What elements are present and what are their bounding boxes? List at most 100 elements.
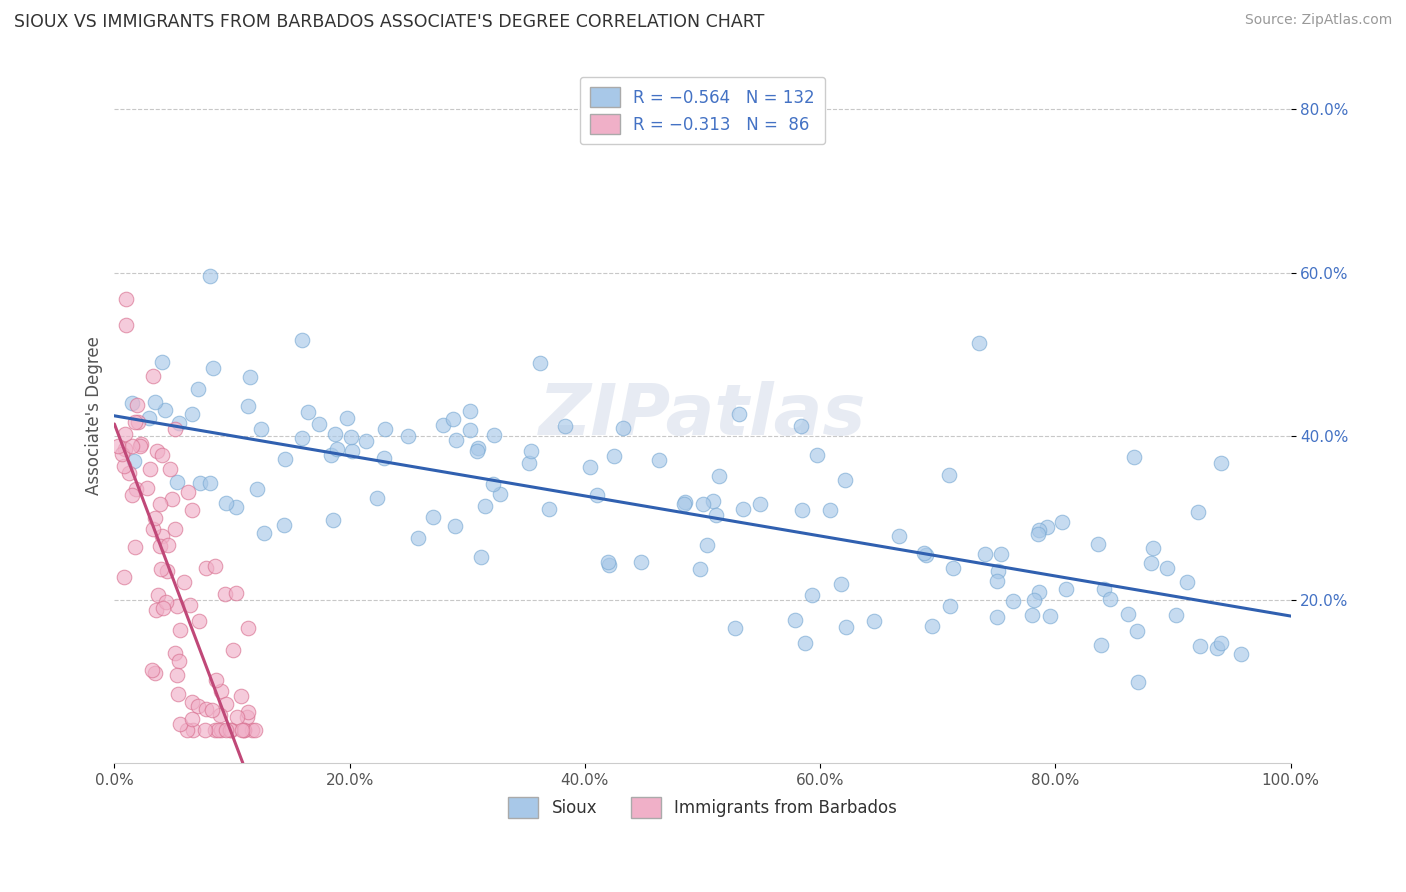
Point: [207, 723, 229, 738]
Point: [291, 431, 314, 445]
Point: [245, 723, 267, 738]
Point: [465, 443, 488, 458]
Point: [444, 434, 467, 448]
Point: [1125, 624, 1147, 638]
Point: [291, 333, 314, 347]
Point: [233, 723, 256, 738]
Point: [121, 396, 143, 410]
Point: [986, 609, 1008, 624]
Point: [1188, 640, 1211, 654]
Point: [167, 654, 190, 668]
Point: [115, 318, 138, 332]
Point: [792, 502, 814, 516]
Point: [990, 547, 1012, 561]
Point: [578, 460, 600, 475]
Point: [354, 434, 377, 449]
Point: [441, 412, 464, 426]
Point: [209, 723, 232, 738]
Point: [308, 417, 330, 431]
Point: [1229, 647, 1251, 661]
Point: [1028, 523, 1050, 537]
Point: [129, 439, 152, 453]
Point: [598, 558, 620, 573]
Point: [1187, 504, 1209, 518]
Point: [586, 488, 609, 502]
Point: [273, 517, 295, 532]
Point: [1036, 520, 1059, 534]
Point: [432, 417, 454, 432]
Point: [136, 481, 159, 495]
Point: [187, 698, 209, 713]
Point: [236, 710, 259, 724]
Point: [187, 614, 209, 628]
Point: [153, 402, 176, 417]
Point: [598, 555, 620, 569]
Point: [238, 705, 260, 719]
Point: [246, 482, 269, 496]
Point: [1175, 574, 1198, 589]
Point: [672, 497, 695, 511]
Point: [149, 497, 172, 511]
Point: [1022, 593, 1045, 607]
Point: [673, 495, 696, 509]
Point: [326, 442, 349, 456]
Point: [215, 723, 238, 738]
Point: [396, 429, 419, 443]
Point: [1050, 515, 1073, 529]
Point: [143, 395, 166, 409]
Point: [181, 723, 204, 738]
Point: [150, 562, 173, 576]
Point: [214, 587, 236, 601]
Point: [458, 423, 481, 437]
Point: [125, 482, 148, 496]
Point: [444, 518, 467, 533]
Point: [198, 269, 221, 284]
Point: [806, 448, 828, 462]
Point: [150, 449, 173, 463]
Point: [181, 502, 204, 516]
Point: [129, 436, 152, 450]
Point: [150, 529, 173, 543]
Point: [1156, 561, 1178, 575]
Point: [233, 723, 256, 738]
Point: [914, 549, 936, 563]
Point: [225, 500, 247, 514]
Point: [470, 549, 492, 564]
Point: [724, 621, 747, 635]
Point: [373, 422, 395, 436]
Point: [373, 450, 395, 465]
Point: [236, 400, 259, 414]
Point: [165, 422, 187, 436]
Point: [240, 723, 263, 738]
Point: [482, 477, 505, 491]
Point: [204, 558, 226, 573]
Point: [835, 620, 858, 634]
Point: [225, 586, 247, 600]
Point: [529, 356, 551, 370]
Point: [201, 702, 224, 716]
Point: [422, 510, 444, 524]
Point: [121, 439, 143, 453]
Point: [630, 555, 652, 569]
Point: [793, 636, 815, 650]
Point: [187, 382, 209, 396]
Point: [165, 646, 187, 660]
Point: [173, 574, 195, 589]
Point: [801, 588, 824, 602]
Point: [986, 574, 1008, 589]
Point: [1026, 526, 1049, 541]
Text: SIOUX VS IMMIGRANTS FROM BARBADOS ASSOCIATE'S DEGREE CORRELATION CHART: SIOUX VS IMMIGRANTS FROM BARBADOS ASSOCI…: [14, 13, 765, 31]
Point: [169, 623, 191, 637]
Point: [145, 603, 167, 617]
Point: [205, 673, 228, 687]
Point: [1028, 584, 1050, 599]
Point: [912, 546, 935, 560]
Point: [488, 487, 510, 501]
Point: [150, 355, 173, 369]
Point: [127, 415, 149, 429]
Point: [114, 292, 136, 306]
Point: [830, 576, 852, 591]
Point: [180, 695, 202, 709]
Point: [340, 443, 363, 458]
Point: [689, 562, 711, 576]
